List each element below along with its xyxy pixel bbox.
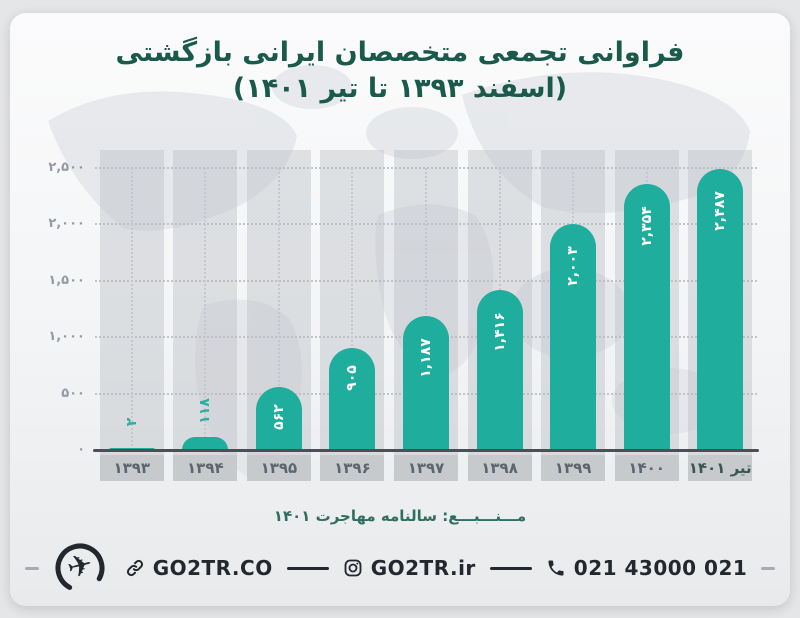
y-axis-tick-label: ۰	[77, 442, 85, 457]
bar-value-label: ۱,۱۸۷	[418, 338, 434, 378]
x-axis-label: ۱۳۹۹	[541, 455, 606, 481]
phone-icon	[546, 558, 566, 578]
footer-separator-dash	[286, 566, 329, 570]
x-axis-label: ۱۳۹۷	[394, 455, 458, 481]
chart-title-line1: فراوانی تجمعی متخصصان ایرانی بازگشتی	[115, 37, 685, 68]
x-axis-label: ۱۳۹۶	[320, 455, 385, 481]
column-guide-line	[204, 168, 207, 450]
bar	[623, 184, 670, 450]
logo-circle	[55, 543, 105, 593]
bar	[476, 290, 523, 450]
column-guide-line	[351, 168, 354, 450]
bar	[108, 447, 155, 450]
bar-value-label: ۲	[123, 417, 140, 426]
footer-left-dash	[24, 566, 39, 570]
bar-value-label: ۱,۴۱۶	[491, 312, 508, 353]
instagram-icon	[343, 558, 363, 578]
footer: ✈ GO2TR.CO GO2TR.ir	[10, 537, 790, 599]
y-axis-tick-label: ۲,۰۰۰	[48, 216, 85, 232]
y-axis-tick-label: ۱,۰۰۰	[48, 329, 85, 345]
column-guide-line	[277, 168, 280, 450]
bar	[255, 386, 302, 450]
bar-value-label: ۲,۰۰۳	[565, 246, 582, 286]
bar	[329, 347, 376, 450]
bar	[697, 169, 744, 450]
column-guide-line	[130, 168, 133, 450]
footer-separator-dash	[489, 566, 532, 570]
x-axis-label: ۱۴۰۰	[614, 455, 679, 481]
bar-value-label: ۹۰۵	[344, 365, 361, 391]
x-axis-line	[93, 449, 759, 452]
footer-website: GO2TR.CO	[125, 556, 273, 580]
bar-chart: ۰ ۵۰۰ ۱,۰۰۰ ۱,۵۰۰ ۲,۰۰۰ ۲,۵۰۰ ۲ ۱۳۹۳ ۱۱۸ ۱۳۹۴ ۵۶۲ ۱…	[10, 13, 790, 606]
x-axis-label: ۱۳۹۸	[467, 455, 532, 481]
bar	[182, 436, 229, 450]
infographic-card: فراوانی تجمعی متخصصان ایرانی بازگشتی (اس…	[10, 13, 790, 606]
chart-title: فراوانی تجمعی متخصصان ایرانی بازگشتی (اس…	[10, 35, 790, 108]
chart-title-line2: (اسفند ۱۳۹۳ تا تیر ۱۴۰۱)	[232, 73, 568, 105]
link-icon	[125, 558, 145, 578]
footer-instagram-label: GO2TR.ir	[370, 556, 476, 580]
footer-instagram: GO2TR.ir	[343, 556, 476, 580]
x-axis-label: ۱۳۹۵	[246, 455, 311, 481]
x-axis-label: ۱۳۹۳	[99, 455, 164, 481]
y-axis-tick-label: ۵۰۰	[61, 385, 85, 401]
bar	[403, 316, 449, 450]
footer-phone: 021 43000 021	[546, 556, 748, 580]
bar-value-label: ۱۱۸	[197, 397, 214, 424]
footer-right-dash	[761, 566, 776, 570]
footer-phone-label: 021 43000 021	[573, 556, 748, 580]
footer-website-label: GO2TR.CO	[152, 556, 273, 580]
y-axis-tick-label: ۲,۵۰۰	[48, 160, 85, 175]
y-axis-tick-label: ۱,۵۰۰	[48, 272, 85, 288]
go2tr-logo: ✈	[53, 541, 107, 595]
source-note: مـــنـــبـــع: سالنامه مهاجرت ۱۴۰۱	[273, 507, 527, 525]
bar-value-label: ۲,۳۵۴	[638, 206, 655, 247]
column-guide-line	[425, 168, 427, 450]
bar	[550, 224, 597, 450]
bar-value-label: ۲,۴۸۷	[712, 191, 729, 232]
bar-value-label: ۵۶۲	[270, 403, 287, 430]
x-axis-label: ۱۳۹۴	[173, 455, 238, 481]
x-axis-label: تیر ۱۴۰۱	[688, 455, 753, 481]
